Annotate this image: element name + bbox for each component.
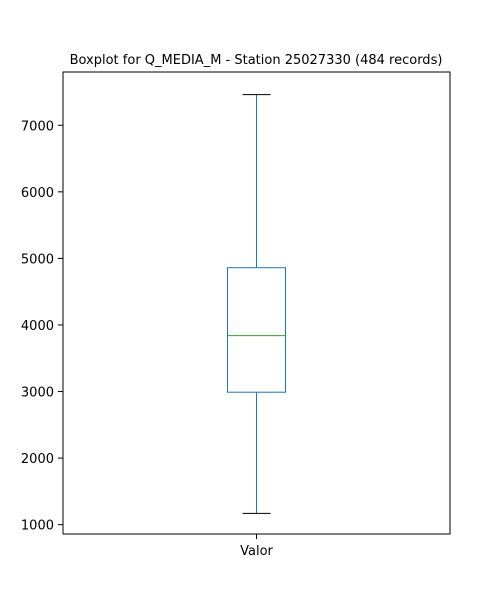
y-tick-label: 5000	[21, 252, 54, 267]
x-tick-label: Valor	[240, 544, 273, 559]
y-axis: 1000 2000 3000 4000 5000 6000 7000	[21, 119, 63, 533]
box-group	[228, 95, 286, 514]
x-axis: Valor	[240, 534, 273, 559]
y-tick-label: 6000	[21, 186, 54, 201]
y-tick-label: 7000	[21, 119, 54, 134]
y-tick-label: 4000	[21, 319, 54, 334]
iqr-box	[228, 268, 286, 392]
chart-title: Boxplot for Q_MEDIA_M - Station 25027330…	[70, 53, 443, 68]
y-tick-label: 3000	[21, 386, 54, 401]
y-tick-label: 1000	[21, 519, 54, 534]
y-tick-label: 2000	[21, 452, 54, 467]
